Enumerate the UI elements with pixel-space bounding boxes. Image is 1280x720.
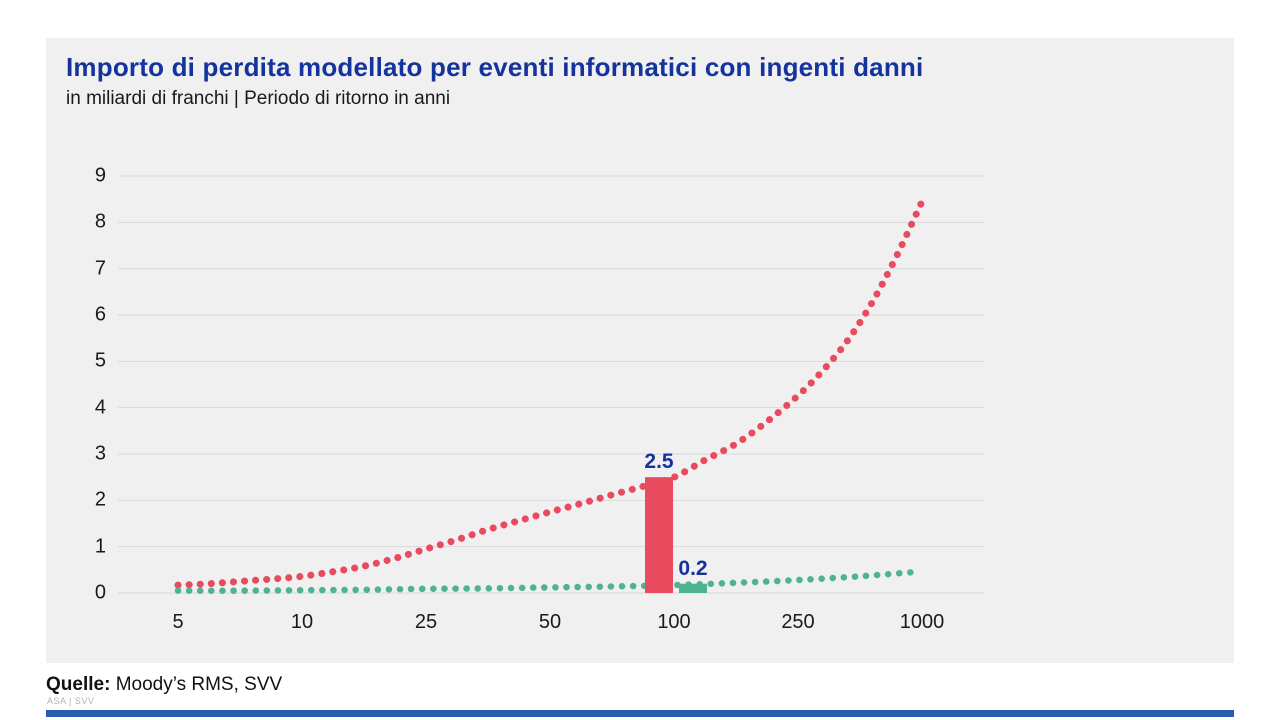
dotted-curve-curva-perdita-alta [174,198,926,589]
bar-value-label-red: 2.5 [644,450,674,474]
x-tick-label-10: 10 [290,611,314,633]
chart-panel: Importo di perdita modellato per eventi … [46,38,1234,663]
x-tick-label-250: 250 [781,611,815,633]
gridlines [118,175,985,594]
y-tick-label-8: 8 [94,210,106,233]
data-bars [645,477,707,593]
chart-title: Importo di perdita modellato per eventi … [66,52,924,82]
source-text: Moody’s RMS, SVV [115,674,283,695]
y-tick-label-2: 2 [94,488,106,511]
chart-subtitle: in miliardi di franchi | Periodo di rito… [66,88,451,109]
x-tick-label-1000: 1000 [899,611,945,633]
y-tick-label-0: 0 [94,581,106,604]
barra-verde-100-anni [679,583,707,593]
y-tick-label-3: 3 [94,442,106,465]
bottom-accent-bar [46,710,1234,717]
x-tick-label-5: 5 [172,611,184,633]
source-label: Quelle: [46,674,111,695]
y-tick-label-9: 9 [94,164,106,187]
y-tick-label-4: 4 [94,396,106,419]
y-tick-label-6: 6 [94,303,106,326]
data-series [174,198,926,594]
barra-rossa-100-anni [645,477,673,593]
source-line: Quelle: Moody’s RMS, SVV [46,674,282,696]
y-tick-label-7: 7 [94,257,106,280]
asa-svv-logo: ASA | SVV [47,696,95,706]
y-tick-label-1: 1 [94,535,106,558]
x-tick-label-100: 100 [657,611,691,633]
y-tick-label-5: 5 [94,349,106,372]
x-tick-label-50: 50 [538,611,562,633]
bar-value-label-green: 0.2 [678,556,708,580]
x-tick-label-25: 25 [414,611,438,633]
dotted-curve-curva-perdita-bassa [174,568,917,594]
